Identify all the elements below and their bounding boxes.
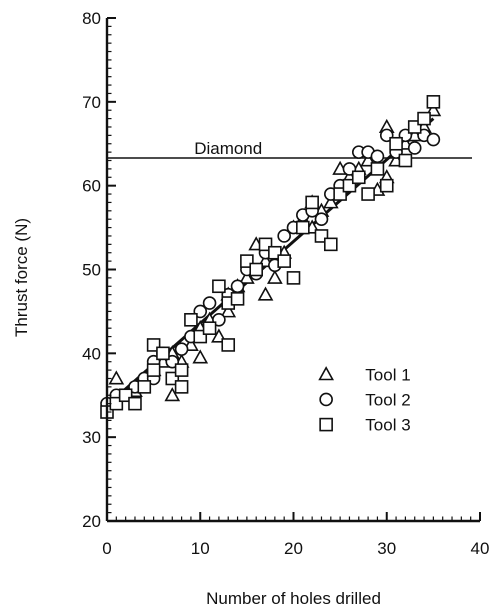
legend-label: Tool 1 [365,365,410,384]
data-point-square [202,321,217,335]
data-point-triangle [257,286,274,301]
y-tick-label: 40 [82,344,101,363]
square-legend-icon [319,417,333,432]
data-point-square [156,346,170,361]
data-point-square [370,162,385,176]
y-tick-label: 70 [82,93,101,112]
data-point-triangle [239,269,255,284]
y-tick-label: 20 [82,512,101,531]
legend: Tool 1 Tool 2 Tool 3 [318,365,411,435]
data-point-square [221,338,236,352]
data-point-circle [314,212,329,226]
y-tick-label: 30 [82,428,101,447]
legend-item-3: Tool 3 [319,416,411,435]
data-point-circle [174,342,189,356]
legend-item-1: Tool 1 [318,365,411,384]
y-tick-label: 80 [82,9,101,28]
series-3-points [100,95,441,419]
data-point-square [146,363,161,377]
legend-item-2: Tool 2 [319,390,411,409]
data-point-triangle [164,387,181,402]
data-point-square [361,187,375,201]
x-axis-title: Number of holes drilled [206,589,381,608]
x-tick-label: 0 [102,539,111,558]
legend-label: Tool 2 [365,390,410,409]
data-point-square [174,363,189,377]
data-point-circle [230,279,245,294]
data-point-square [212,279,226,294]
ticks-group: 20 30 40 50 60 70 80 0 10 20 30 40 [82,9,489,558]
data-point-square [296,220,310,235]
data-point-square [286,271,301,285]
data-points-group [100,95,442,419]
data-point-triangle [220,303,237,318]
data-point-triangle [108,370,125,385]
data-point-square [249,262,263,277]
data-point-square [389,136,403,151]
data-point-square [351,170,366,185]
legend-label: Tool 3 [365,416,410,435]
axes-group [105,18,480,523]
data-point-square [323,237,338,252]
data-point-circle [370,149,385,164]
data-point-circle [202,296,217,310]
data-point-triangle [322,194,339,209]
triangle-legend-icon [318,366,334,381]
data-point-square [137,380,152,394]
data-point-square [305,195,319,210]
data-point-square [184,312,198,327]
data-point-square [426,95,441,109]
data-point-circle [277,229,291,243]
y-tick-label: 60 [82,177,101,196]
data-point-square [379,178,394,193]
data-point-square [417,111,431,126]
data-point-triangle [266,269,283,284]
diamond-reference-label: Diamond [194,139,262,158]
data-point-square [128,396,142,411]
data-point-square [230,292,245,306]
data-point-triangle [192,349,209,364]
circle-legend-icon [319,392,333,407]
y-tick-label: 50 [82,261,101,280]
data-point-square [398,153,413,168]
x-tick-label: 10 [191,539,210,558]
x-tick-label: 20 [284,539,303,558]
data-point-circle [426,132,441,147]
data-point-circle [407,141,422,155]
data-point-square [174,380,189,394]
x-tick-label: 30 [377,539,396,558]
x-tick-label: 40 [471,539,490,558]
y-axis-title: Thrust force (N) [12,218,31,337]
data-point-square [277,254,291,268]
